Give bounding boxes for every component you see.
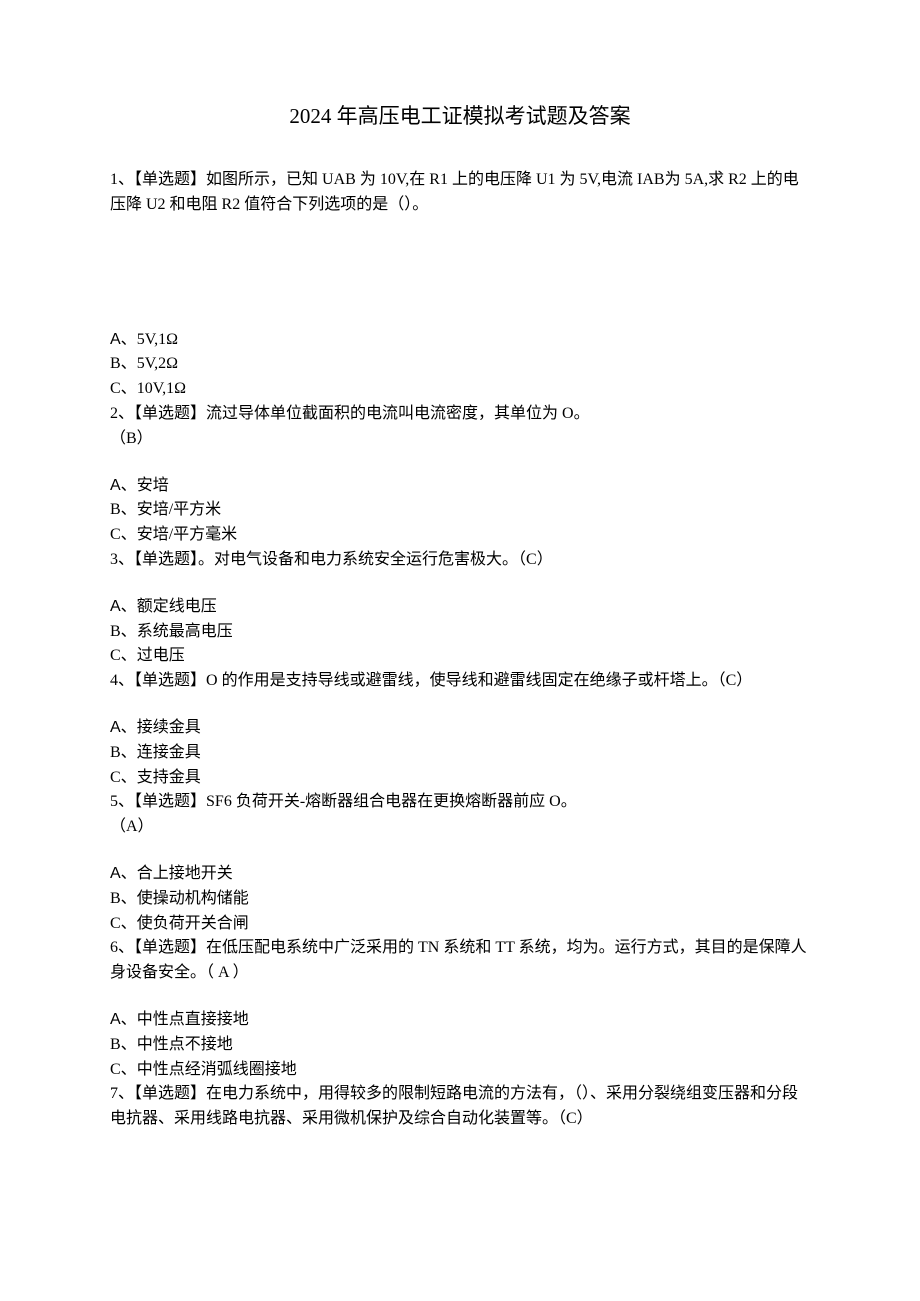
q4-opt-a-text: 接续金具 — [137, 719, 201, 736]
q3-opt-b-label: B、 — [110, 623, 137, 640]
q1-opt-c-text: 10V,1Ω — [137, 380, 186, 397]
q1-opt-b-text: 5V,2Ω — [137, 355, 178, 372]
q2-opt-a-text: 安培 — [137, 477, 169, 494]
q1-option-b: B、5V,2Ω — [110, 352, 810, 377]
q4-option-a: A、接续金具 — [110, 716, 810, 741]
q5-body: SF6 负荷开关-熔断器组合电器在更换熔断器前应 O。 — [206, 793, 577, 810]
q3-type: 【单选题】 — [134, 551, 198, 568]
q4-opt-c-text: 支持金具 — [137, 769, 201, 786]
q4-opt-b-text: 连接金具 — [137, 744, 201, 761]
q2-opt-c-text: 安培/平方毫米 — [137, 526, 237, 543]
question-3: 3、【单选题】。对电气设备和电力系统安全运行危害极大。（C） A、额定线电压 B… — [110, 548, 810, 669]
q3-body: 。对电气设备和电力系统安全运行危害极大。（C） — [198, 551, 553, 568]
q3-opt-b-text: 系统最高电压 — [137, 623, 233, 640]
question-1: 1、【单选题】如图所示，已知 UAB 为 10V,在 R1 上的电压降 U1 为… — [110, 168, 810, 402]
q6-opt-c-label: C、 — [110, 1061, 137, 1078]
q7-number: 7 — [110, 1085, 118, 1102]
q5-option-c: C、使负荷开关合闸 — [110, 912, 810, 937]
question-6: 6、【单选题】在低压配电系统中广泛采用的 TN 系统和 TT 系统，均为。运行方… — [110, 936, 810, 1082]
q4-opt-b-label: B、 — [110, 744, 137, 761]
q6-option-b: B、中性点不接地 — [110, 1033, 810, 1058]
question-7: 7、【单选题】在电力系统中，用得较多的限制短路电流的方法有，（）、采用分裂绕组变… — [110, 1082, 810, 1132]
q7-body: 在电力系统中，用得较多的限制短路电流的方法有，（）、采用分裂绕组变压器和分段电抗… — [110, 1085, 798, 1127]
q3-option-a: A、额定线电压 — [110, 595, 810, 620]
q6-opt-c-text: 中性点经消弧线圈接地 — [137, 1061, 297, 1078]
question-3-options: A、额定线电压 B、系统最高电压 C、过电压 — [110, 595, 810, 669]
q2-option-c: C、安培/平方毫米 — [110, 523, 810, 548]
q5-opt-c-text: 使负荷开关合闸 — [137, 915, 249, 932]
q1-option-c: C、10V,1Ω — [110, 377, 810, 402]
q4-opt-c-label: C、 — [110, 769, 137, 786]
q5-type: 【单选题】 — [134, 793, 206, 810]
q4-type: 【单选题】 — [134, 672, 206, 689]
q2-body: 流过导体单位截面积的电流叫电流密度，其单位为 O。 — [206, 405, 590, 422]
q3-opt-a-label: A、 — [110, 598, 137, 615]
q5-opt-a-text: 合上接地开关 — [137, 865, 233, 882]
q2-opt-a-label: A、 — [110, 477, 137, 494]
q4-body: O 的作用是支持导线或避雷线，使导线和避雷线固定在绝缘子或杆塔上。（C） — [206, 672, 752, 689]
q1-opt-a-text: 5V,1Ω — [137, 331, 178, 348]
q2-opt-b-text: 安培/平方米 — [137, 501, 221, 518]
q3-opt-c-label: C、 — [110, 647, 137, 664]
question-2-answer: （B） — [110, 427, 810, 452]
q2-opt-b-label: B、 — [110, 501, 137, 518]
question-5-answer: （A） — [110, 815, 810, 840]
question-2-text: 2、【单选题】流过导体单位截面积的电流叫电流密度，其单位为 O。 — [110, 402, 810, 427]
q4-number: 4 — [110, 672, 118, 689]
q3-opt-a-text: 额定线电压 — [137, 598, 217, 615]
q3-option-c: C、过电压 — [110, 644, 810, 669]
question-6-options: A、中性点直接接地 B、中性点不接地 C、中性点经消弧线圈接地 — [110, 1008, 810, 1082]
question-5-options: A、合上接地开关 B、使操动机构储能 C、使负荷开关合闸 — [110, 862, 810, 936]
q1-opt-b-label: B、 — [110, 355, 137, 372]
q5-option-a: A、合上接地开关 — [110, 862, 810, 887]
question-1-text: 1、【单选题】如图所示，已知 UAB 为 10V,在 R1 上的电压降 U1 为… — [110, 168, 810, 218]
q6-opt-a-label: A、 — [110, 1011, 137, 1028]
question-4: 4、【单选题】O 的作用是支持导线或避雷线，使导线和避雷线固定在绝缘子或杆塔上。… — [110, 669, 810, 790]
question-4-options: A、接续金具 B、连接金具 C、支持金具 — [110, 716, 810, 790]
q5-opt-b-label: B、 — [110, 890, 137, 907]
question-1-figure-placeholder — [110, 218, 810, 306]
q3-option-b: B、系统最高电压 — [110, 620, 810, 645]
q2-number: 2 — [110, 405, 118, 422]
q4-option-b: B、连接金具 — [110, 741, 810, 766]
q1-opt-a-label: A、 — [110, 331, 137, 348]
q5-opt-b-text: 使操动机构储能 — [137, 890, 249, 907]
q6-option-a: A、中性点直接接地 — [110, 1008, 810, 1033]
question-2: 2、【单选题】流过导体单位截面积的电流叫电流密度，其单位为 O。 （B） A、安… — [110, 402, 810, 548]
q1-option-a: A、5V,1Ω — [110, 328, 810, 353]
question-2-options: A、安培 B、安培/平方米 C、安培/平方毫米 — [110, 474, 810, 548]
q2-opt-c-label: C、 — [110, 526, 137, 543]
q6-opt-b-text: 中性点不接地 — [137, 1036, 233, 1053]
q2-type: 【单选题】 — [134, 405, 206, 422]
question-4-text: 4、【单选题】O 的作用是支持导线或避雷线，使导线和避雷线固定在绝缘子或杆塔上。… — [110, 669, 810, 694]
q6-number: 6 — [110, 939, 118, 956]
question-3-text: 3、【单选题】。对电气设备和电力系统安全运行危害极大。（C） — [110, 548, 810, 573]
q6-opt-a-text: 中性点直接接地 — [137, 1011, 249, 1028]
q4-option-c: C、支持金具 — [110, 766, 810, 791]
q4-opt-a-label: A、 — [110, 719, 137, 736]
q5-option-b: B、使操动机构储能 — [110, 887, 810, 912]
q6-body: 在低压配电系统中广泛采用的 TN 系统和 TT 系统，均为。运行方式，其目的是保… — [110, 939, 807, 981]
q7-type: 【单选题】 — [134, 1085, 206, 1102]
q3-number: 3 — [110, 551, 118, 568]
q1-number: 1 — [110, 171, 118, 188]
question-7-text: 7、【单选题】在电力系统中，用得较多的限制短路电流的方法有，（）、采用分裂绕组变… — [110, 1082, 810, 1132]
question-5-text: 5、【单选题】SF6 负荷开关-熔断器组合电器在更换熔断器前应 O。 — [110, 790, 810, 815]
question-6-text: 6、【单选题】在低压配电系统中广泛采用的 TN 系统和 TT 系统，均为。运行方… — [110, 936, 810, 986]
q1-type: 【单选题】 — [134, 171, 206, 188]
q2-option-a: A、安培 — [110, 474, 810, 499]
question-5: 5、【单选题】SF6 负荷开关-熔断器组合电器在更换熔断器前应 O。 （A） A… — [110, 790, 810, 936]
q6-opt-b-label: B、 — [110, 1036, 137, 1053]
q5-opt-c-label: C、 — [110, 915, 137, 932]
question-1-options: A、5V,1Ω B、5V,2Ω C、10V,1Ω — [110, 328, 810, 402]
q6-type: 【单选题】 — [134, 939, 206, 956]
q5-opt-a-label: A、 — [110, 865, 137, 882]
q5-number: 5 — [110, 793, 118, 810]
q1-body: 如图所示，已知 UAB 为 10V,在 R1 上的电压降 U1 为 5V,电流 … — [110, 171, 799, 213]
q3-opt-c-text: 过电压 — [137, 647, 185, 664]
document-title: 2024 年高压电工证模拟考试题及答案 — [110, 100, 810, 130]
q2-option-b: B、安培/平方米 — [110, 498, 810, 523]
q1-opt-c-label: C、 — [110, 380, 137, 397]
q6-option-c: C、中性点经消弧线圈接地 — [110, 1058, 810, 1083]
